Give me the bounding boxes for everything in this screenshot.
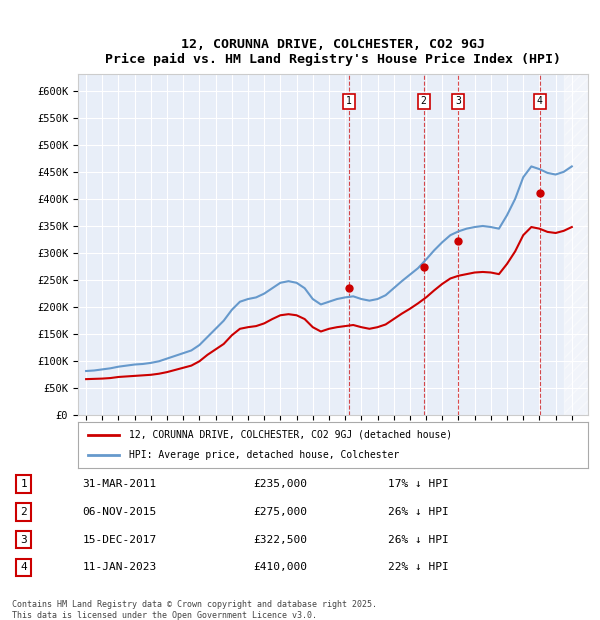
Text: £235,000: £235,000 (253, 479, 307, 489)
Text: 4: 4 (20, 562, 27, 572)
Text: £275,000: £275,000 (253, 507, 307, 517)
Text: 12, CORUNNA DRIVE, COLCHESTER, CO2 9GJ (detached house): 12, CORUNNA DRIVE, COLCHESTER, CO2 9GJ (… (129, 430, 452, 440)
Text: 4: 4 (537, 97, 543, 107)
Text: Contains HM Land Registry data © Crown copyright and database right 2025.
This d: Contains HM Land Registry data © Crown c… (12, 600, 377, 619)
Text: 1: 1 (20, 479, 27, 489)
Text: 2: 2 (421, 97, 427, 107)
Text: £410,000: £410,000 (253, 562, 307, 572)
Text: 3: 3 (455, 97, 461, 107)
Text: 06-NOV-2015: 06-NOV-2015 (82, 507, 157, 517)
Text: 11-JAN-2023: 11-JAN-2023 (82, 562, 157, 572)
Title: 12, CORUNNA DRIVE, COLCHESTER, CO2 9GJ
Price paid vs. HM Land Registry's House P: 12, CORUNNA DRIVE, COLCHESTER, CO2 9GJ P… (105, 38, 561, 66)
Text: 26% ↓ HPI: 26% ↓ HPI (388, 507, 449, 517)
Text: 17% ↓ HPI: 17% ↓ HPI (388, 479, 449, 489)
Text: 31-MAR-2011: 31-MAR-2011 (82, 479, 157, 489)
Text: 15-DEC-2017: 15-DEC-2017 (82, 534, 157, 544)
Text: 1: 1 (346, 97, 352, 107)
Text: 22% ↓ HPI: 22% ↓ HPI (388, 562, 449, 572)
Text: 3: 3 (20, 534, 27, 544)
Text: HPI: Average price, detached house, Colchester: HPI: Average price, detached house, Colc… (129, 450, 399, 460)
Bar (564, 74, 588, 415)
Text: 2: 2 (20, 507, 27, 517)
Text: 26% ↓ HPI: 26% ↓ HPI (388, 534, 449, 544)
Text: £322,500: £322,500 (253, 534, 307, 544)
